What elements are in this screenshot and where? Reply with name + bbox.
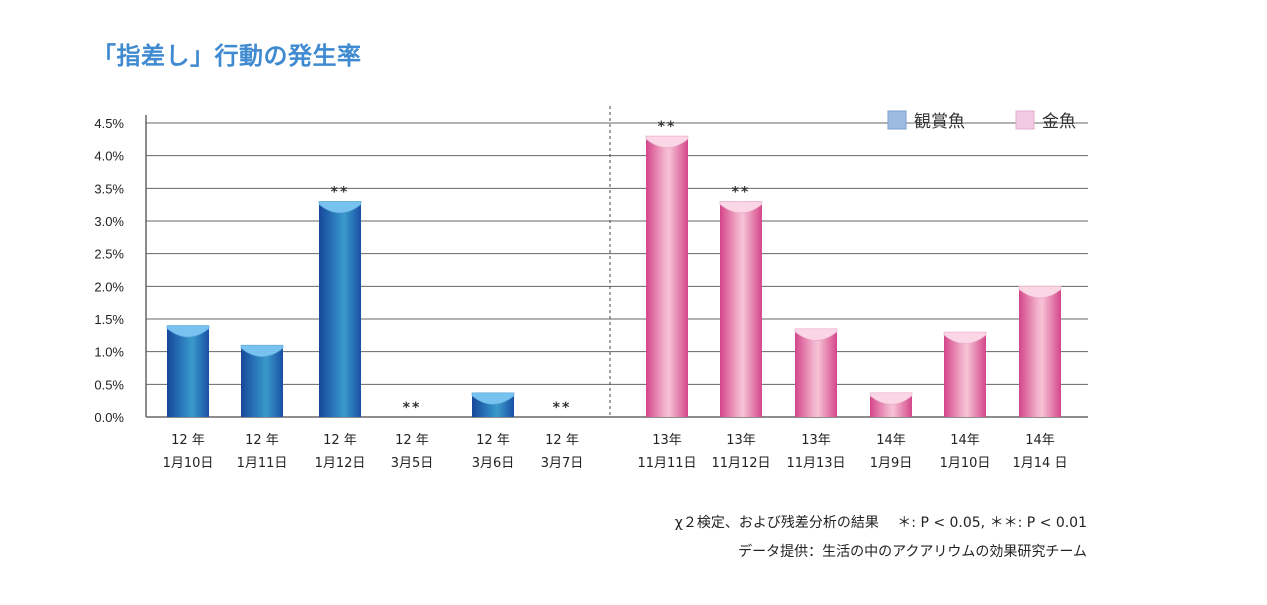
x-tick-label-date: 1月14 日 <box>1013 456 1068 471</box>
x-tick-label-date: 3月6日 <box>472 456 515 471</box>
y-tick-label: 2.0% <box>94 279 124 294</box>
x-tick-label-date: 1月12日 <box>315 456 366 471</box>
bar-cap <box>1018 286 1062 299</box>
legend-label: 金魚 <box>1042 112 1076 132</box>
bar <box>944 332 986 417</box>
significance-mark: ** <box>658 119 677 135</box>
bar-cap <box>869 392 913 405</box>
significance-mark: ** <box>553 400 572 416</box>
x-tick-label-year: 12 年 <box>171 433 205 448</box>
bar-cap <box>719 201 763 214</box>
x-tick-label-date: 11月11日 <box>637 456 696 471</box>
x-tick-label-date: 3月5日 <box>391 456 434 471</box>
bar-cap <box>240 344 284 357</box>
significance-mark: ** <box>732 184 751 200</box>
x-tick-label-date: 11月13日 <box>786 456 845 471</box>
x-tick-label-date: 3月7日 <box>541 456 584 471</box>
legend-swatch <box>1015 110 1035 130</box>
x-tick-label-year: 12 年 <box>476 433 510 448</box>
bar-cap <box>943 331 987 344</box>
bar-cap <box>471 392 515 405</box>
x-tick-label-date: 1月11日 <box>237 456 288 471</box>
y-axis-ticks: 0.0% 0.5% 1.0% 1.5% 2.0% 2.5% 3.0% 3.5% 4.0% 4.5% <box>94 116 124 425</box>
bar <box>1019 286 1061 417</box>
significance-mark: ** <box>331 184 350 200</box>
x-tick-label-date: 1月10日 <box>163 456 214 471</box>
bar <box>646 136 688 418</box>
bars: ** ** ** ** ** <box>166 119 1062 418</box>
grid-lines <box>145 106 1088 418</box>
y-tick-label: 4.0% <box>94 149 124 164</box>
legend: 観賞魚 金魚 <box>887 110 1076 132</box>
data-source-note: データ提供：生活の中のアクアリウムの効果研究チーム <box>738 544 1087 560</box>
legend-swatch <box>887 110 907 130</box>
y-tick-label: 1.0% <box>94 345 124 360</box>
bar-cap <box>166 325 210 338</box>
y-tick-label: 0.0% <box>94 410 124 425</box>
statistics-note: χ２検定、および残差分析の結果 ＊: P < 0.05, ＊＊: P < 0.0… <box>674 515 1087 531</box>
y-tick-label: 2.5% <box>94 247 124 262</box>
bar <box>167 325 209 417</box>
x-axis-ticks: 12 年 1月10日 12 年 1月11日 12 年 1月12日 12 年 3月5日 12 年 3… <box>163 433 1068 471</box>
x-tick-label-year: 12 年 <box>245 433 279 448</box>
y-tick-label: 4.5% <box>94 116 124 131</box>
x-tick-label-year: 12 年 <box>395 433 429 448</box>
legend-label: 観賞魚 <box>914 112 965 132</box>
y-tick-label: 1.5% <box>94 312 124 327</box>
bar <box>319 201 361 417</box>
x-tick-label-year: 14年 <box>950 433 980 448</box>
x-tick-label-year: 14年 <box>876 433 906 448</box>
y-tick-label: 3.0% <box>94 214 124 229</box>
bar-cap <box>318 201 362 214</box>
x-tick-label-year: 12 年 <box>323 433 357 448</box>
bar <box>720 201 762 417</box>
x-tick-label-date: 1月10日 <box>940 456 991 471</box>
x-tick-label-date: 1月9日 <box>870 456 913 471</box>
bar-cap <box>794 328 838 341</box>
chart-title: 「指差し」行動の発生率 <box>92 42 362 70</box>
bar <box>241 345 283 417</box>
x-tick-label-year: 12 年 <box>545 433 579 448</box>
x-tick-label-year: 13年 <box>652 433 682 448</box>
x-tick-label-date: 11月12日 <box>711 456 770 471</box>
bar <box>795 328 837 417</box>
bar-cap <box>645 135 689 148</box>
x-tick-label-year: 13年 <box>801 433 831 448</box>
y-tick-label: 3.5% <box>94 181 124 196</box>
significance-mark: ** <box>403 400 422 416</box>
x-tick-label-year: 13年 <box>726 433 756 448</box>
x-tick-label-year: 14年 <box>1025 433 1055 448</box>
y-tick-label: 0.5% <box>94 377 124 392</box>
